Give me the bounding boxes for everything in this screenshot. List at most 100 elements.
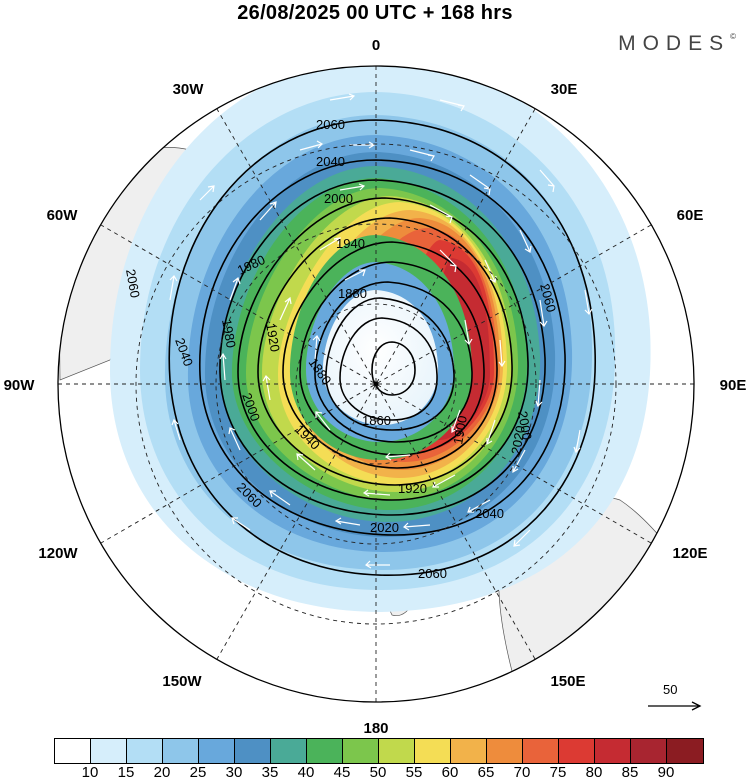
contour-label: 2020 (508, 424, 528, 455)
wind-vectors (169, 93, 593, 569)
contour-1900 (314, 281, 473, 443)
brand-name: MODES (618, 32, 731, 55)
wind-arrow (498, 339, 506, 368)
map-boundary (57, 65, 695, 703)
contour-2040 (199, 159, 566, 536)
colorbar-swatch (415, 739, 451, 763)
contour-label: 2060 (418, 566, 447, 581)
contour-label: 1860 (362, 413, 391, 428)
wind-arrow (262, 375, 271, 401)
wind-arrow (385, 452, 411, 461)
wind-arrow (439, 99, 465, 112)
wind-reference-arrow (648, 701, 702, 711)
meridian-60e-120w (100, 224, 652, 544)
wind-arrow (403, 522, 431, 531)
colorbar-swatch (55, 739, 91, 763)
colorbar-tick-label: 15 (117, 764, 135, 781)
meridian-120e-60w (100, 224, 652, 544)
wind-arrow (464, 319, 473, 345)
wind-arrow (362, 489, 391, 497)
map-title: 26/08/2025 00 UTC + 168 hrs (237, 2, 513, 24)
lon-label-90w: 90W (4, 377, 36, 394)
lon-label-30w: 30W (173, 81, 205, 98)
colorbar-swatch (667, 739, 703, 763)
colorbar-swatch (343, 739, 379, 763)
wind-arrow (350, 141, 376, 149)
wind-arrow (169, 275, 178, 301)
wind-arrow (259, 201, 277, 221)
wind-arrow (329, 93, 356, 101)
shade-core (322, 290, 439, 425)
wind-arrow (513, 529, 531, 547)
wind-arrow (344, 269, 366, 281)
latitude-circle (135, 143, 617, 625)
pole-marker (373, 381, 379, 387)
colorbar-swatch (307, 739, 343, 763)
colorbar-tick-label: 35 (261, 764, 279, 781)
wind-arrow (315, 411, 331, 431)
colorbar-swatch (271, 739, 307, 763)
contour-label: 2020 (370, 520, 399, 535)
colorbar-tick-label: 50 (369, 764, 387, 781)
contour-label: 2000 (324, 191, 353, 206)
contour-label: 1980 (219, 318, 239, 349)
colorbar-tick-label: 70 (513, 764, 531, 781)
contour-1840 (371, 341, 416, 396)
wind-arrow (229, 276, 241, 301)
latitude-circle (215, 223, 537, 545)
contour-label: 1900 (450, 414, 470, 445)
colorbar-tick-label: 30 (225, 764, 243, 781)
wind-arrow (228, 427, 241, 451)
lon-label-150w: 150W (162, 673, 202, 690)
lon-label-120e: 120E (672, 545, 707, 562)
colorbar-tick-label: 40 (297, 764, 315, 781)
colorbar-swatch (235, 739, 271, 763)
wind-arrow (573, 429, 581, 454)
latitude-circle (295, 303, 457, 465)
wind-arrow (365, 560, 390, 569)
wind-arrow (519, 229, 532, 253)
wind-arrow (319, 237, 341, 251)
lon-label-120w: 120W (38, 545, 78, 562)
colorbar-swatch (595, 739, 631, 763)
wind-arrow (409, 149, 435, 162)
wind-arrow (539, 299, 548, 327)
contour-1940 (282, 241, 498, 469)
height-contours (168, 119, 596, 576)
contour-label: 1880 (338, 286, 367, 301)
wind-arrow (539, 169, 555, 193)
colorbar-tick-label: 80 (585, 764, 603, 781)
colorbar-swatch (91, 739, 127, 763)
colorbar-tick-label: 55 (405, 764, 423, 781)
wind-arrow (312, 335, 321, 361)
copyright-mark: © (730, 32, 736, 41)
wind-arrow (429, 204, 453, 224)
colorbar-swatch (487, 739, 523, 763)
contour-label: 1940 (336, 236, 365, 251)
colorbar-tick-label: 75 (549, 764, 567, 781)
contour-label: 2040 (475, 506, 504, 521)
contour-2020 (219, 179, 546, 516)
wind-arrow (219, 352, 227, 381)
contour-1920 (299, 261, 485, 456)
colorbar-swatch (163, 739, 199, 763)
lon-label-60e: 60E (677, 207, 704, 224)
contour-1980 (257, 217, 513, 486)
colorbar-tick-label: 45 (333, 764, 351, 781)
contour-1880 (325, 297, 455, 431)
lon-label-150e: 150E (550, 673, 585, 690)
colorbar-swatch (199, 739, 235, 763)
meridian-30e-150w (216, 108, 536, 660)
contour-2060 (168, 119, 596, 576)
contour-label: 2040 (316, 154, 345, 169)
wind-arrow (512, 449, 526, 474)
colorbar-tick-label: 10 (81, 764, 99, 781)
wind-arrow (439, 249, 457, 273)
wind-arrow (171, 418, 181, 441)
wind-arrow (584, 289, 593, 315)
colorbar-swatch (523, 739, 559, 763)
colorbar-tick-label: 20 (153, 764, 171, 781)
wind-arrow (296, 453, 316, 471)
colorbar-swatch (379, 739, 415, 763)
